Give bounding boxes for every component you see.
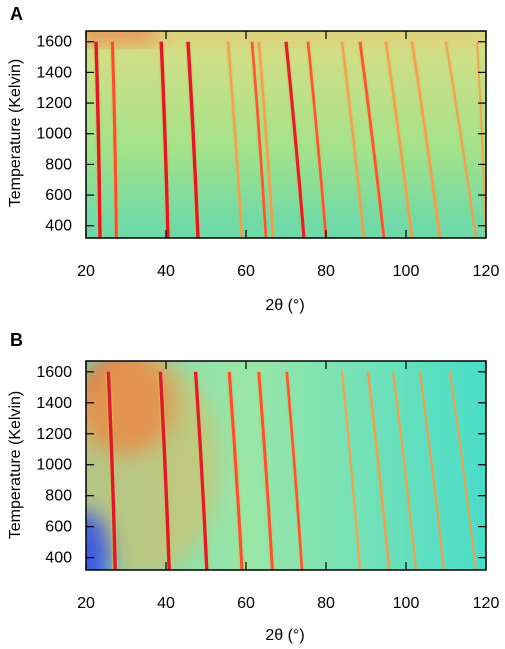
panel-a-label: A (10, 4, 23, 24)
panel-b: B 20 40 60 80 100 120 400 600 800 1000 1200 1400 160… (7, 330, 499, 644)
panel-b-x-axis-label: 2θ (°) (265, 627, 304, 644)
heatmap-background (86, 31, 486, 238)
peak-trace (257, 41, 275, 238)
y-tick-label: 1400 (36, 64, 72, 81)
panel-a-x-axis-label: 2θ (°) (265, 297, 304, 314)
peak-trace (358, 41, 386, 238)
x-tick-label: 60 (237, 595, 255, 612)
y-tick-label: 1600 (36, 34, 72, 51)
peak-trace (392, 371, 418, 570)
plot-frame (85, 30, 487, 239)
x-tick-label: 40 (157, 263, 175, 280)
panel-a-axes: 20 40 60 80 100 120 400 600 800 1000 1200 1400 1600 (36, 30, 500, 280)
peak-trace (227, 371, 244, 570)
hot-band (86, 31, 158, 42)
peak-trace (159, 41, 170, 238)
panel-a-plot-area (86, 31, 486, 238)
peak-trace (94, 41, 102, 238)
peak-trace (284, 41, 306, 238)
peak-trace (186, 41, 200, 238)
peak-trace (410, 41, 442, 238)
peak-trace (250, 41, 268, 238)
x-tick-label: 40 (157, 595, 175, 612)
peak-trace (285, 371, 304, 570)
panel-b-y-axis-label: Temperature (Kelvin) (7, 391, 24, 540)
y-tick-label: 1000 (36, 126, 72, 143)
peak-trace (444, 41, 478, 238)
x-tick-label: 120 (473, 595, 500, 612)
y-tick-label: 1400 (36, 395, 72, 412)
x-tick-label: 120 (473, 263, 500, 280)
y-tick-label: 400 (45, 218, 72, 235)
y-tick-label: 600 (45, 519, 72, 536)
y-tick-label: 800 (45, 488, 72, 505)
panel-a: A 20 40 60 80 100 120 400 600 800 1000 1200 1400 160… (7, 4, 499, 314)
x-tick-label: 20 (77, 595, 95, 612)
y-tick-label: 1000 (36, 457, 72, 474)
panel-b-plot-area (86, 361, 486, 570)
y-tick-label: 1200 (36, 95, 72, 112)
x-tick-label: 100 (393, 595, 420, 612)
y-tick-label: 800 (45, 156, 72, 173)
peak-trace (226, 41, 244, 238)
x-tick-label: 100 (393, 263, 420, 280)
plot-frame (85, 360, 487, 571)
y-tick-label: 400 (45, 550, 72, 567)
peak-trace (257, 371, 274, 570)
peak-trace (110, 41, 118, 238)
peak-trace (418, 371, 446, 570)
y-tick-label: 1200 (36, 426, 72, 443)
peak-trace (106, 371, 117, 570)
x-tick-label: 20 (77, 263, 95, 280)
cold-spot (86, 511, 110, 570)
peak-trace (340, 41, 366, 238)
peak-trace (193, 371, 209, 570)
panel-a-y-axis-label: Temperature (Kelvin) (7, 59, 24, 208)
x-tick-label: 80 (317, 595, 335, 612)
peak-trace (340, 371, 362, 570)
warm-band (148, 31, 486, 42)
y-tick-label: 600 (45, 187, 72, 204)
peak-trace (384, 41, 414, 238)
peak-trace (366, 371, 391, 570)
x-tick-label: 60 (237, 263, 255, 280)
y-tick-label: 1600 (36, 364, 72, 381)
panel-b-axes: 20 40 60 80 100 120 400 600 800 1000 1200 1400 1600 (36, 360, 500, 612)
peak-trace (449, 371, 477, 570)
peak-trace (476, 41, 486, 238)
peak-trace (158, 371, 171, 570)
warm-halo (86, 361, 219, 570)
panel-b-label: B (10, 330, 23, 350)
peak-trace (306, 41, 328, 238)
x-tick-label: 80 (317, 263, 335, 280)
